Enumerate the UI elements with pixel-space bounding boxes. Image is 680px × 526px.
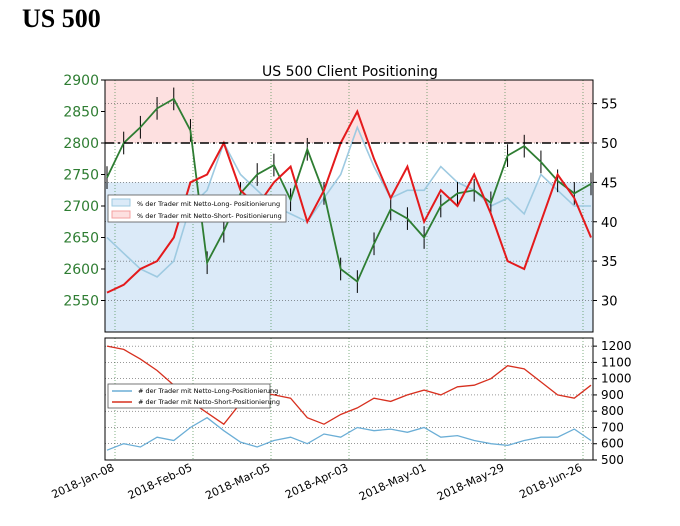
bottom-panel-frame	[104, 337, 594, 461]
left-tick-label: 2850	[63, 105, 99, 121]
legend-swatch-long	[111, 198, 131, 207]
x-tick-label: 2018-Jun-26	[517, 461, 584, 501]
bottom-panel: 1200 1100 1000 900 800 700 600 500 # der Trader…	[104, 337, 632, 467]
x-tick-label: 2018-Mar-05	[203, 461, 272, 502]
left-tick-label: 2700	[63, 199, 99, 215]
x-tick-label: 2018-Jan-08	[50, 461, 117, 501]
page-title: US 500	[22, 4, 101, 33]
x-axis-ticks: 2018-Jan-08 2018-Feb-05 2018-Mar-05 2018-Ap…	[50, 461, 585, 503]
right-tick-label-bottom: 800	[601, 404, 624, 418]
top-legend: % der Trader mit Netto-Long- Positionier…	[107, 194, 287, 223]
series-price	[106, 97, 592, 284]
right-tick-label-bottom: 600	[601, 437, 624, 451]
x-tick-label: 2018-May-01	[357, 461, 428, 503]
right-tick-label: 40	[601, 216, 618, 231]
legend-swatch-short	[111, 210, 131, 219]
left-tick-label: 2600	[63, 262, 99, 278]
series-long-count	[106, 416, 592, 451]
bottom-legend: # der Trader mit Netto-Long-Positionieru…	[107, 383, 280, 409]
left-tick-label: 2650	[63, 231, 99, 247]
legend-label-long-count: # der Trader mit Netto-Long-Positionieru…	[138, 387, 278, 395]
series-short-percent	[106, 109, 592, 294]
legend-label-short: % der Trader mit Netto-Short- Positionie…	[137, 212, 282, 220]
top-panel: US 500 Client Positioning 2900 2850 2800 27…	[63, 64, 618, 333]
left-tick-label: 2800	[63, 136, 99, 152]
left-tick-label: 2550	[63, 294, 99, 310]
x-tick-label: 2018-Apr-03	[283, 461, 350, 502]
legend-label-long: % der Trader mit Netto-Long- Positionier…	[137, 200, 280, 208]
x-tick-label: 2018-Feb-05	[126, 461, 194, 502]
right-tick-label: 35	[601, 255, 618, 270]
right-tick-label-bottom: 700	[601, 420, 624, 434]
right-axis-ticks-top: 55 50 45 40 35 30	[593, 98, 618, 310]
right-tick-label: 55	[601, 98, 618, 113]
right-tick-label-bottom: 1000	[601, 372, 632, 386]
right-tick-label-bottom: 500	[601, 453, 624, 467]
short-band	[105, 80, 593, 143]
left-axis-ticks: 2900 2850 2800 2750 2700 2650 2600 2550	[63, 73, 105, 310]
left-tick-label: 2900	[63, 73, 99, 89]
x-tick-label: 2018-May-29	[435, 461, 506, 503]
right-tick-label-bottom: 1200	[601, 339, 632, 353]
right-tick-label-bottom: 900	[601, 388, 624, 402]
legend-label-short-count: # der Trader mit Netto-Short-Positionier…	[138, 398, 280, 406]
right-tick-label-bottom: 1100	[601, 355, 632, 369]
chart-title: US 500 Client Positioning	[262, 64, 438, 80]
right-tick-label: 45	[601, 176, 618, 191]
right-tick-label: 50	[601, 137, 618, 152]
left-tick-label: 2750	[63, 168, 99, 184]
right-tick-label: 30	[601, 295, 618, 310]
right-axis-ticks-bottom: 1200 1100 1000 900 800 700 600 500	[593, 339, 632, 467]
